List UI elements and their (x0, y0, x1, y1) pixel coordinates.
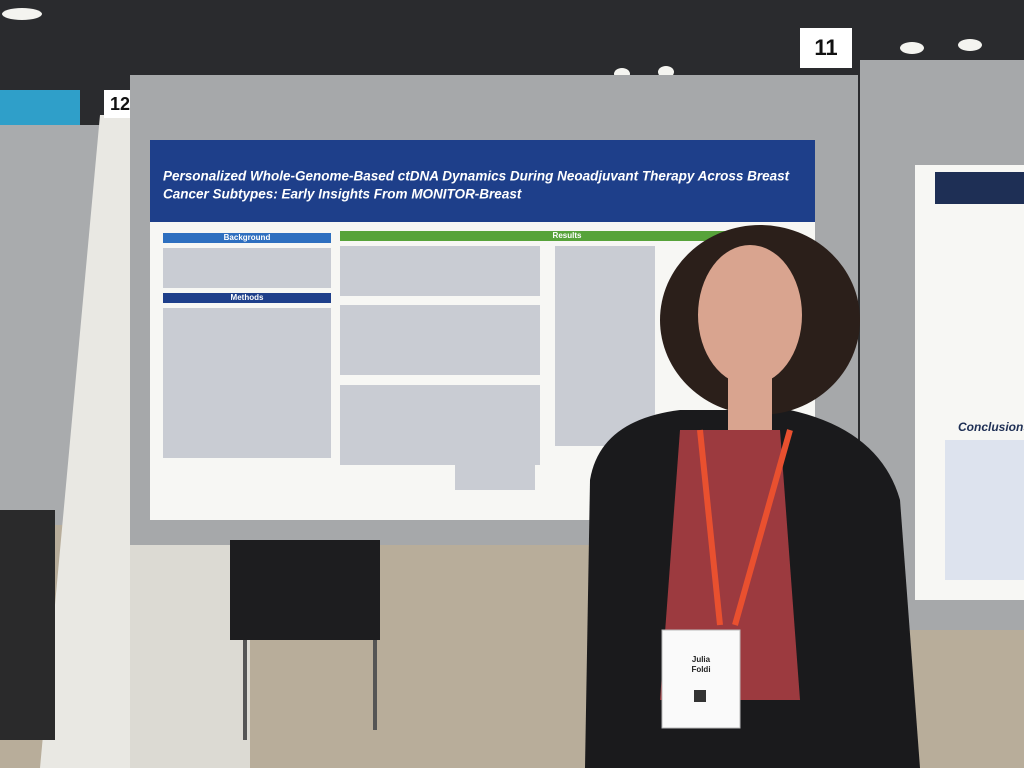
pillar (40, 115, 130, 768)
booth-number: 12 (110, 94, 130, 114)
right-poster-heading: Conclusions (958, 420, 1024, 434)
badge (661, 629, 741, 729)
ceiling-lights (900, 42, 924, 54)
poster-title: Personalized Whole-Genome-Based ctDNA Dy… (163, 169, 790, 184)
face (698, 245, 802, 385)
section-bar (163, 293, 331, 303)
lanyard (732, 429, 793, 626)
lanyard (697, 429, 723, 626)
section-bar (340, 231, 795, 241)
badge-name: Julia (692, 655, 711, 664)
chair (230, 540, 380, 640)
poster-content (163, 248, 331, 288)
poster-content (340, 305, 540, 375)
poster-content (455, 450, 535, 490)
sign (0, 90, 80, 130)
badge-name: Foldi (691, 665, 710, 674)
poster-title: Cancer Subtypes: Early Insights From MON… (163, 187, 522, 202)
ceiling-lights (2, 8, 42, 20)
right-poster-content (945, 440, 1024, 580)
poster-content (163, 308, 331, 458)
poster-header (150, 140, 815, 222)
section-bar (163, 233, 331, 243)
badge-qr (694, 690, 706, 702)
poster-content (163, 246, 655, 490)
poster-content (340, 246, 540, 296)
booth-number: 11 (814, 35, 837, 60)
section-heading: Methods (231, 293, 264, 302)
right-poster-header (935, 172, 1024, 204)
booth-sign (800, 28, 852, 68)
section-heading: Results (553, 231, 582, 240)
chair (0, 510, 55, 740)
section-heading: Background (224, 233, 271, 242)
neck (728, 370, 772, 430)
ceiling-lights (958, 39, 982, 51)
poster-content (555, 246, 655, 446)
